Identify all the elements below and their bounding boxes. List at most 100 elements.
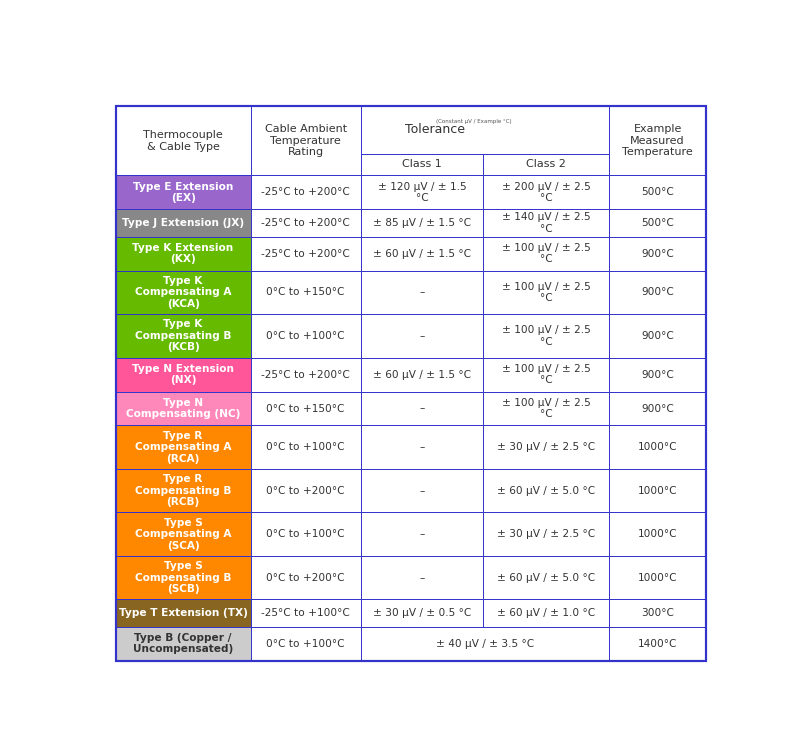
Bar bbox=[609, 176, 706, 209]
Text: 1000°C: 1000°C bbox=[638, 530, 678, 539]
Bar bbox=[609, 314, 706, 358]
Text: (Constant μV / Example °C): (Constant μV / Example °C) bbox=[436, 119, 511, 124]
Bar bbox=[361, 106, 609, 154]
Text: 300°C: 300°C bbox=[642, 608, 674, 618]
Bar bbox=[250, 209, 361, 236]
Bar bbox=[250, 314, 361, 358]
Bar bbox=[361, 271, 483, 314]
Bar bbox=[115, 392, 250, 425]
Bar bbox=[361, 512, 483, 556]
Text: ± 100 μV / ± 2.5
°C: ± 100 μV / ± 2.5 °C bbox=[502, 398, 590, 419]
Text: –: – bbox=[419, 404, 425, 413]
Bar bbox=[250, 271, 361, 314]
Bar bbox=[250, 176, 361, 209]
Bar bbox=[250, 512, 361, 556]
Bar bbox=[483, 425, 609, 469]
Text: Cable Ambient
Temperature
Rating: Cable Ambient Temperature Rating bbox=[265, 124, 346, 158]
Bar bbox=[115, 106, 250, 176]
Bar bbox=[361, 154, 483, 176]
Text: Type S
Compensating B
(SCB): Type S Compensating B (SCB) bbox=[135, 561, 231, 594]
Text: –: – bbox=[419, 442, 425, 452]
Bar bbox=[115, 236, 250, 271]
Bar bbox=[609, 392, 706, 425]
Text: 0°C to +100°C: 0°C to +100°C bbox=[266, 530, 345, 539]
Text: 900°C: 900°C bbox=[642, 404, 674, 413]
Text: –: – bbox=[419, 573, 425, 583]
Bar bbox=[361, 469, 483, 512]
Bar bbox=[361, 176, 483, 209]
Text: Thermocouple
& Cable Type: Thermocouple & Cable Type bbox=[143, 130, 223, 152]
Text: -25°C to +200°C: -25°C to +200°C bbox=[262, 218, 350, 228]
Bar bbox=[483, 314, 609, 358]
Text: ± 100 μV / ± 2.5
°C: ± 100 μV / ± 2.5 °C bbox=[502, 243, 590, 265]
Bar bbox=[115, 599, 250, 626]
Bar bbox=[361, 392, 483, 425]
Bar bbox=[483, 358, 609, 392]
Text: ± 60 μV / ± 5.0 °C: ± 60 μV / ± 5.0 °C bbox=[497, 573, 595, 583]
Bar bbox=[250, 358, 361, 392]
Bar bbox=[483, 556, 609, 599]
Text: 0°C to +100°C: 0°C to +100°C bbox=[266, 638, 345, 649]
Bar bbox=[483, 512, 609, 556]
Text: -25°C to +100°C: -25°C to +100°C bbox=[262, 608, 350, 618]
Text: Type R
Compensating B
(RCB): Type R Compensating B (RCB) bbox=[135, 474, 231, 507]
Text: ± 30 μV / ± 0.5 °C: ± 30 μV / ± 0.5 °C bbox=[373, 608, 471, 618]
Text: 500°C: 500°C bbox=[642, 218, 674, 228]
Text: 1400°C: 1400°C bbox=[638, 638, 678, 649]
Bar bbox=[115, 425, 250, 469]
Text: ± 60 μV / ± 1.5 °C: ± 60 μV / ± 1.5 °C bbox=[373, 248, 471, 259]
Text: 0°C to +100°C: 0°C to +100°C bbox=[266, 442, 345, 452]
Text: 0°C to +100°C: 0°C to +100°C bbox=[266, 331, 345, 340]
Text: ± 140 μV / ± 2.5
°C: ± 140 μV / ± 2.5 °C bbox=[502, 212, 590, 234]
Bar bbox=[250, 469, 361, 512]
Text: 0°C to +200°C: 0°C to +200°C bbox=[266, 573, 345, 583]
Text: Type B (Copper /
Uncompensated): Type B (Copper / Uncompensated) bbox=[133, 633, 233, 655]
Text: –: – bbox=[419, 287, 425, 297]
Bar bbox=[483, 469, 609, 512]
Text: ± 100 μV / ± 2.5
°C: ± 100 μV / ± 2.5 °C bbox=[502, 281, 590, 303]
Text: –: – bbox=[419, 486, 425, 496]
Bar bbox=[609, 626, 706, 661]
Bar bbox=[483, 599, 609, 626]
Text: 1000°C: 1000°C bbox=[638, 486, 678, 496]
Text: Type J Extension (JX): Type J Extension (JX) bbox=[122, 218, 244, 228]
Text: -25°C to +200°C: -25°C to +200°C bbox=[262, 188, 350, 197]
Text: Class 2: Class 2 bbox=[526, 160, 566, 170]
Text: Type E Extension
(EX): Type E Extension (EX) bbox=[133, 182, 234, 203]
Text: Type R
Compensating A
(RCA): Type R Compensating A (RCA) bbox=[135, 430, 231, 464]
Bar bbox=[115, 556, 250, 599]
Bar bbox=[361, 358, 483, 392]
Text: 900°C: 900°C bbox=[642, 248, 674, 259]
Text: Type N Extension
(NX): Type N Extension (NX) bbox=[132, 364, 234, 386]
Bar bbox=[361, 599, 483, 626]
Bar bbox=[250, 626, 361, 661]
Text: 1000°C: 1000°C bbox=[638, 442, 678, 452]
Text: Type K Extension
(KX): Type K Extension (KX) bbox=[133, 243, 234, 265]
Text: –: – bbox=[419, 530, 425, 539]
Text: Type N
Compensating (NC): Type N Compensating (NC) bbox=[126, 398, 240, 419]
Text: ± 100 μV / ± 2.5
°C: ± 100 μV / ± 2.5 °C bbox=[502, 364, 590, 386]
Text: -25°C to +200°C: -25°C to +200°C bbox=[262, 248, 350, 259]
Bar bbox=[609, 236, 706, 271]
Bar bbox=[115, 512, 250, 556]
Bar bbox=[115, 626, 250, 661]
Text: ± 60 μV / ± 5.0 °C: ± 60 μV / ± 5.0 °C bbox=[497, 486, 595, 496]
Bar bbox=[609, 271, 706, 314]
Bar bbox=[361, 626, 609, 661]
Text: ± 200 μV / ± 2.5
°C: ± 200 μV / ± 2.5 °C bbox=[502, 182, 590, 203]
Bar bbox=[250, 106, 361, 176]
Bar bbox=[361, 209, 483, 236]
Text: ± 60 μV / ± 1.5 °C: ± 60 μV / ± 1.5 °C bbox=[373, 370, 471, 380]
Text: 0°C to +150°C: 0°C to +150°C bbox=[266, 287, 345, 297]
Bar bbox=[361, 236, 483, 271]
Text: ± 40 μV / ± 3.5 °C: ± 40 μV / ± 3.5 °C bbox=[436, 638, 534, 649]
Text: –: – bbox=[419, 331, 425, 340]
Bar bbox=[483, 236, 609, 271]
Text: ± 85 μV / ± 1.5 °C: ± 85 μV / ± 1.5 °C bbox=[373, 218, 471, 228]
Bar bbox=[609, 556, 706, 599]
Bar bbox=[609, 512, 706, 556]
Text: Class 1: Class 1 bbox=[402, 160, 442, 170]
Bar bbox=[115, 469, 250, 512]
Bar bbox=[361, 425, 483, 469]
Bar bbox=[609, 599, 706, 626]
